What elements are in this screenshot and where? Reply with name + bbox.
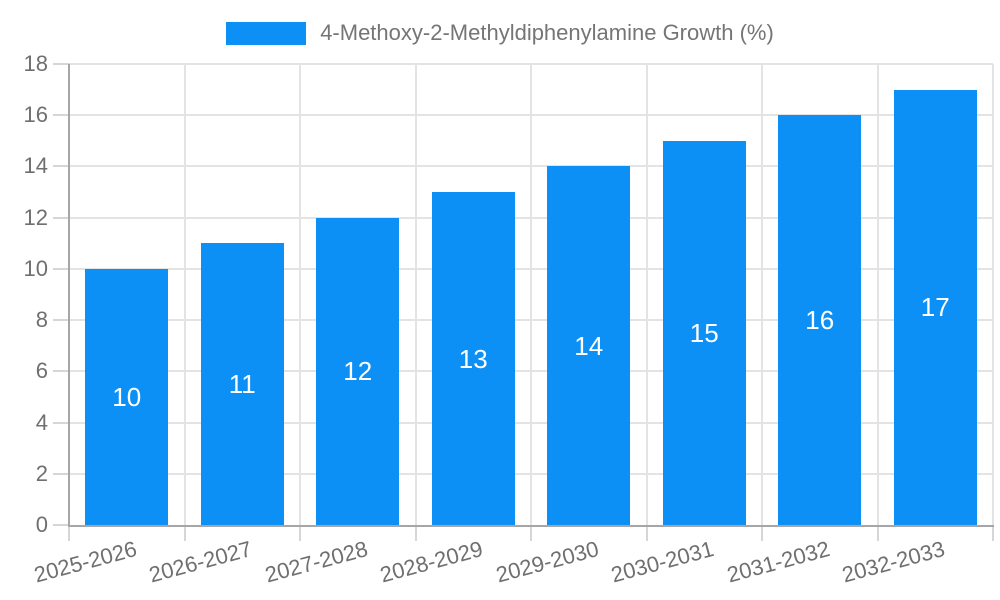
y-tick-label: 14 (23, 153, 48, 179)
bar (662, 140, 746, 525)
bar-value-label: 10 (112, 381, 142, 412)
y-axis-tick (53, 216, 69, 219)
gridline-vertical (530, 64, 532, 525)
x-tick-label: 2026-2027 (146, 536, 255, 588)
bar (547, 166, 631, 525)
x-axis-tick (645, 525, 648, 541)
y-tick-label: 2 (35, 460, 48, 486)
y-axis-tick (53, 165, 69, 168)
legend-label: 4-Methoxy-2-Methyldiphenylamine Growth (… (320, 20, 774, 45)
legend-swatch-icon (226, 21, 307, 45)
gridline-vertical (299, 64, 301, 525)
bar-value-label: 16 (805, 305, 835, 336)
y-tick-label: 6 (35, 358, 48, 384)
x-axis-tick (530, 525, 532, 541)
y-axis-tick (53, 370, 69, 373)
x-tick-label: 2031-2032 (723, 536, 832, 588)
x-axis-tick (299, 525, 301, 541)
gridline-vertical (761, 64, 763, 525)
bar (316, 217, 400, 525)
x-tick-label: 2028-2029 (377, 536, 486, 588)
bar (200, 243, 284, 525)
x-axis-tick (992, 525, 994, 541)
bar-value-label: 11 (228, 369, 256, 400)
bar-value-label: 13 (458, 343, 488, 374)
bar-value-label: 12 (343, 356, 373, 387)
x-axis-line (68, 525, 994, 527)
x-tick-label: 2032-2033 (839, 536, 948, 588)
gridline-vertical (183, 64, 186, 525)
y-axis-line (68, 64, 70, 527)
y-tick-label: 18 (23, 51, 48, 76)
bar-value-label: 14 (574, 330, 604, 361)
gridline-vertical (876, 64, 879, 525)
x-tick-label: 2025-2026 (30, 536, 139, 588)
legend-item[interactable]: 4-Methoxy-2-Methyldiphenylamine Growth (… (226, 20, 774, 46)
bar-value-label: 15 (689, 317, 719, 348)
y-axis-tick (53, 421, 69, 424)
x-axis-tick (68, 525, 70, 541)
y-tick-label: 10 (23, 255, 48, 281)
y-tick-label: 12 (23, 204, 48, 230)
gridline-vertical (645, 64, 648, 525)
y-tick-label: 8 (35, 307, 48, 333)
y-tick-label: 16 (23, 102, 48, 128)
y-axis-tick (53, 524, 69, 526)
x-axis-tick (414, 525, 417, 541)
x-tick-label: 2027-2028 (261, 536, 370, 588)
x-axis-tick (761, 525, 763, 541)
y-axis-tick (53, 267, 69, 270)
bar (778, 115, 862, 525)
bar-value-label: 17 (920, 292, 950, 323)
gridline-vertical (414, 64, 417, 525)
x-tick-label: 2029-2030 (492, 536, 601, 588)
bar (893, 89, 977, 525)
y-axis-tick (53, 63, 69, 65)
y-tick-label: 4 (35, 409, 48, 435)
gridline-vertical (992, 64, 994, 525)
y-tick-label: 0 (35, 512, 48, 537)
x-axis-tick (876, 525, 879, 541)
x-axis-tick (183, 525, 186, 541)
y-axis-tick (53, 472, 69, 475)
bar (431, 192, 515, 525)
y-axis-tick (53, 114, 69, 117)
x-tick-label: 2030-2031 (608, 536, 717, 588)
legend: 4-Methoxy-2-Methyldiphenylamine Growth (… (0, 19, 1000, 47)
y-axis-tick (53, 319, 69, 322)
bar (85, 268, 169, 525)
